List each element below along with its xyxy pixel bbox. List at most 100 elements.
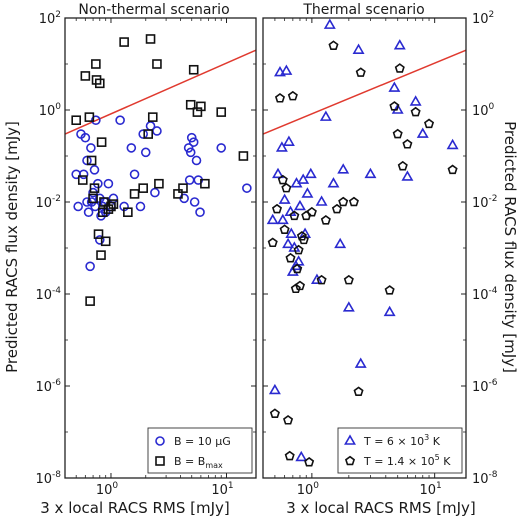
data-point <box>293 199 306 211</box>
data-point <box>292 263 303 274</box>
data-point <box>389 101 400 111</box>
data-point <box>310 273 323 284</box>
reference-line <box>262 49 467 135</box>
data-point <box>216 107 227 117</box>
panel-title: Non-thermal scenario <box>78 2 229 18</box>
data-point <box>355 67 366 77</box>
data-point <box>394 63 405 73</box>
plot-frame <box>64 17 257 479</box>
data-point <box>397 160 408 171</box>
data-point <box>328 40 339 50</box>
data-point <box>416 127 429 138</box>
data-point <box>96 137 107 147</box>
data-point <box>393 39 406 50</box>
data-point <box>384 285 395 295</box>
data-point <box>392 128 403 139</box>
legend-entry: B = 10 μG <box>174 435 231 448</box>
x-tick-label: 101 <box>211 481 233 498</box>
data-point <box>108 193 119 204</box>
data-point <box>304 167 317 179</box>
data-point <box>289 210 300 221</box>
data-point <box>143 129 154 139</box>
x-tick-label: 100 <box>297 481 320 498</box>
data-point <box>183 143 194 153</box>
data-point <box>155 456 165 466</box>
data-point <box>274 92 286 103</box>
data-point <box>94 235 105 245</box>
data-point <box>316 274 327 285</box>
data-point <box>290 283 301 294</box>
data-point <box>306 206 317 217</box>
data-point <box>78 169 89 180</box>
legend-box <box>337 427 463 474</box>
data-point <box>354 357 367 368</box>
y-tick-label: 100 <box>472 102 495 119</box>
data-point <box>91 115 101 126</box>
data-point <box>343 274 354 285</box>
data-point <box>271 203 283 214</box>
data-point <box>338 196 349 207</box>
data-point <box>86 143 96 153</box>
data-point <box>138 129 148 139</box>
data-point <box>242 183 252 193</box>
data-point <box>145 34 156 44</box>
data-point <box>73 201 83 212</box>
x-tick-label: 100 <box>96 481 119 498</box>
legend-entry: B = Bmax <box>174 455 223 470</box>
y-tick-label: 10-2 <box>35 194 61 211</box>
data-point <box>103 178 114 189</box>
data-point <box>282 135 295 146</box>
data-point <box>344 434 356 445</box>
data-point <box>364 167 377 179</box>
data-point <box>401 170 414 181</box>
y-tick-label: 102 <box>39 10 61 27</box>
data-point <box>342 301 355 312</box>
legend-entry: T = 6 × 103 K <box>363 433 441 448</box>
data-point <box>186 132 197 143</box>
data-point <box>353 386 364 397</box>
data-point <box>344 455 356 466</box>
legend-entry: T = 1.4 × 105 K <box>363 453 451 468</box>
data-point <box>320 215 331 225</box>
data-point <box>410 106 421 117</box>
data-point <box>80 132 91 143</box>
data-point <box>337 163 350 174</box>
data-point <box>275 141 288 152</box>
data-point <box>334 237 347 249</box>
y-tick-label: 10-4 <box>35 286 61 303</box>
data-point <box>200 178 210 189</box>
data-point <box>196 101 206 112</box>
data-point <box>86 155 97 166</box>
y-tick-label: 10-6 <box>35 378 61 395</box>
data-point <box>98 207 108 218</box>
data-point <box>96 250 106 260</box>
legend-box <box>147 427 253 474</box>
data-point <box>286 265 299 276</box>
data-point <box>100 236 111 247</box>
data-point <box>152 59 162 69</box>
data-point <box>301 210 312 221</box>
data-point <box>409 95 422 106</box>
data-point <box>391 103 404 114</box>
data-point <box>323 18 336 29</box>
data-point <box>108 199 119 209</box>
data-point <box>85 261 95 272</box>
data-point <box>280 64 293 75</box>
y-axis-label: Predicted RACS flux density [mJy] <box>501 121 519 373</box>
x-tick-label: 101 <box>420 481 442 498</box>
data-point <box>91 59 101 69</box>
y-tick-label: 10-2 <box>472 194 498 211</box>
data-point <box>71 115 81 126</box>
data-point <box>285 227 298 238</box>
data-point <box>294 280 305 291</box>
data-point <box>287 90 298 101</box>
data-point <box>154 178 164 189</box>
data-point <box>80 71 91 81</box>
data-point <box>447 164 458 175</box>
data-point <box>119 37 129 47</box>
data-point <box>126 143 137 153</box>
data-point <box>296 230 307 241</box>
data-point <box>135 201 146 212</box>
data-point <box>77 175 88 185</box>
data-point <box>424 118 435 129</box>
